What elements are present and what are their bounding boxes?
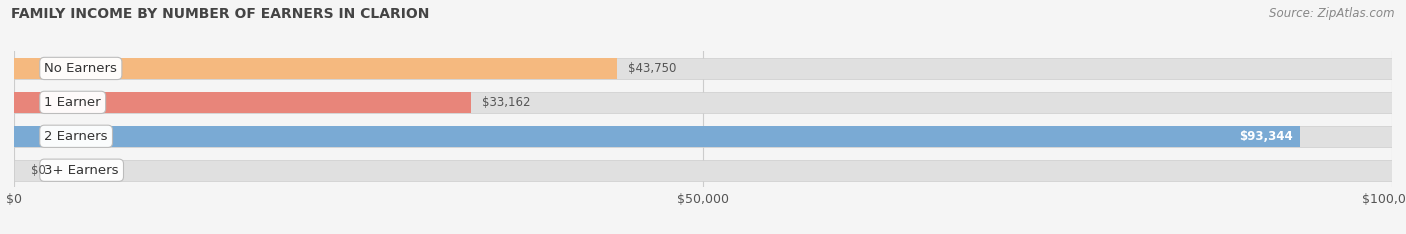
Text: 2 Earners: 2 Earners xyxy=(45,130,108,143)
Text: 1 Earner: 1 Earner xyxy=(45,96,101,109)
Bar xyxy=(14,92,471,113)
Text: $43,750: $43,750 xyxy=(628,62,676,75)
Text: $0: $0 xyxy=(31,164,45,177)
Bar xyxy=(14,58,617,79)
Text: $33,162: $33,162 xyxy=(482,96,530,109)
Text: $93,344: $93,344 xyxy=(1240,130,1294,143)
Bar xyxy=(14,126,1301,147)
Text: FAMILY INCOME BY NUMBER OF EARNERS IN CLARION: FAMILY INCOME BY NUMBER OF EARNERS IN CL… xyxy=(11,7,430,21)
Bar xyxy=(14,126,1392,147)
Bar xyxy=(14,92,1392,113)
Bar xyxy=(14,160,1392,181)
Text: Source: ZipAtlas.com: Source: ZipAtlas.com xyxy=(1270,7,1395,20)
Text: No Earners: No Earners xyxy=(45,62,117,75)
Text: 3+ Earners: 3+ Earners xyxy=(45,164,120,177)
Bar xyxy=(14,58,1392,79)
